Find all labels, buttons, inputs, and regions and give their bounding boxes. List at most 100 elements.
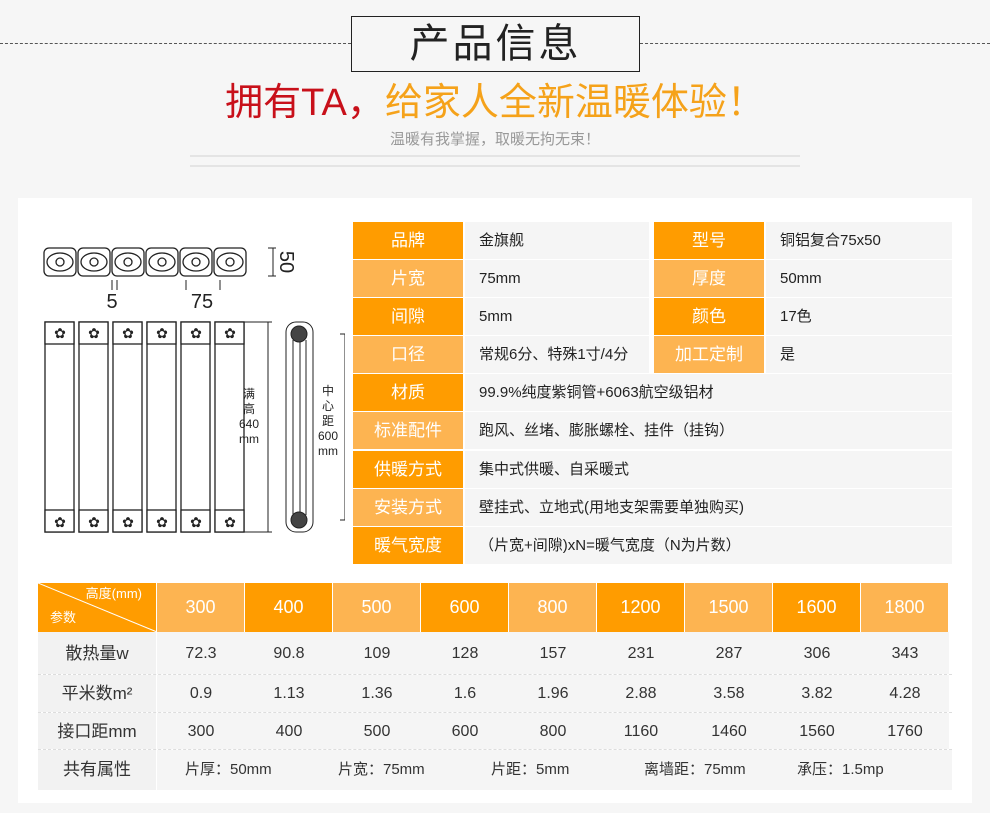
- full-height-label: mm: [239, 432, 259, 446]
- param-value: 3.58: [685, 675, 773, 712]
- height-header: 800: [509, 583, 597, 632]
- spec-label: 材质: [353, 374, 463, 412]
- spec-value: 17色: [766, 298, 952, 336]
- param-value: 1760: [861, 713, 949, 749]
- spec-label: 暖气宽度: [353, 526, 463, 564]
- height-header: 1800: [861, 583, 949, 632]
- param-value: 231: [597, 632, 685, 674]
- spec-label: 间隙: [353, 298, 463, 336]
- height-header: 500: [333, 583, 421, 632]
- flower-icon: ✿: [122, 514, 134, 530]
- params-header: 高度(mm) 参数 300 400 500 600 800 1200 1500 1600 1800: [38, 583, 952, 632]
- height-header: 300: [157, 583, 245, 632]
- slogan: 拥有TA，给家人全新温暖体验！: [0, 78, 990, 128]
- thickness-label: 50: [275, 251, 297, 273]
- center-distance-label: 心: [322, 399, 334, 413]
- spec-row: 品牌 金旗舰 型号 铜铝复合75x50: [353, 222, 952, 260]
- divider: [0, 43, 351, 44]
- common-attr: 离墙距：75mm: [644, 761, 746, 778]
- spec-label: 供暖方式: [353, 450, 463, 488]
- spec-value: 金旗舰: [465, 222, 649, 259]
- radiator-section: [214, 321, 245, 533]
- height-header: 400: [245, 583, 333, 632]
- param-value: 500: [333, 713, 421, 749]
- width-label: 75: [191, 291, 213, 313]
- center-distance-label: 中: [322, 383, 334, 398]
- spec-label: 安装方式: [353, 488, 463, 526]
- radiator-section: [180, 321, 211, 533]
- param-value: 3.82: [773, 675, 861, 712]
- flower-icon: ✿: [88, 325, 100, 341]
- spec-value: 壁挂式、立地式(用地支架需要单独购买): [465, 488, 952, 526]
- param-value: 343: [861, 632, 949, 674]
- spec-value: 99.9%纯度紫铜管+6063航空级铝材: [465, 374, 952, 412]
- spec-value: 75mm: [465, 260, 649, 298]
- slogan-red: 拥有TA，: [225, 82, 385, 124]
- radiator-section: [78, 321, 109, 533]
- section-title: 产品信息: [351, 16, 640, 72]
- decorative-text: [190, 165, 800, 167]
- spec-label: 片宽: [353, 260, 463, 298]
- height-header: 1500: [685, 583, 773, 632]
- full-height-label: 满: [243, 387, 255, 401]
- common-attr: 片宽：75mm: [338, 761, 425, 778]
- param-value: 4.28: [861, 675, 949, 712]
- param-value: 287: [685, 632, 773, 674]
- flower-icon: ✿: [88, 514, 100, 530]
- param-value: 1.13: [245, 675, 333, 712]
- radiator-section: [146, 321, 177, 533]
- params-table: 高度(mm) 参数 300 400 500 600 800 1200 1500 1600 1800 散…: [38, 583, 952, 790]
- corner-cell: 高度(mm) 参数: [38, 583, 157, 632]
- height-header: 600: [421, 583, 509, 632]
- spec-label: 标准配件: [353, 412, 463, 450]
- spec-label: 品牌: [353, 222, 463, 259]
- common-row: 共有属性 片厚：50mm 片宽：75mm 片距：5mm 离墙距：75mm 承压：1.5mp: [38, 750, 952, 790]
- spec-label: 加工定制: [654, 336, 764, 374]
- common-attr: 片厚：50mm: [185, 761, 272, 778]
- param-value: 306: [773, 632, 861, 674]
- subtitle: 温暖有我掌握，取暖无拘无束！: [389, 131, 600, 148]
- params-row: 散热量w 72.3 90.8 109 128 157 231 287 306 343: [38, 632, 952, 675]
- spec-label: 颜色: [654, 298, 764, 336]
- param-value: 1560: [773, 713, 861, 749]
- spec-row: 标准配件 跑风、丝堵、膨胀螺栓、挂件（挂钩）: [353, 412, 952, 450]
- gap-label: 5: [106, 291, 117, 313]
- param-value: 1160: [597, 713, 685, 749]
- flower-icon: ✿: [54, 514, 66, 530]
- param-value: 600: [421, 713, 509, 749]
- radiator-section: [112, 321, 143, 533]
- flower-icon: ✿: [224, 325, 236, 341]
- spec-table: 品牌 金旗舰 型号 铜铝复合75x50 片宽 75mm 厚度 50mm 间隙 5mm 颜色 17色 口径…: [353, 222, 952, 565]
- spec-row: 暖气宽度 （片宽+间隙)xN=暖气宽度（N为片数）: [353, 526, 952, 565]
- param-value: 109: [333, 632, 421, 674]
- full-height-label: 640: [239, 417, 259, 431]
- full-height-label: 高: [243, 401, 255, 416]
- spec-value: （片宽+间隙)xN=暖气宽度（N为片数）: [465, 526, 952, 564]
- center-distance-label: 距: [322, 414, 334, 428]
- param-value: 400: [245, 713, 333, 749]
- param-value: 1.36: [333, 675, 421, 712]
- spec-label: 厚度: [654, 260, 764, 298]
- param-label: 接口距mm: [38, 713, 157, 749]
- param-value: 300: [157, 713, 245, 749]
- param-value: 1.96: [509, 675, 597, 712]
- spec-value: 50mm: [766, 260, 952, 298]
- corner-top: 高度(mm): [85, 586, 142, 601]
- param-value: 128: [421, 632, 509, 674]
- flower-icon: ✿: [122, 325, 134, 341]
- spec-label: 型号: [654, 222, 764, 259]
- flower-icon: ✿: [190, 325, 202, 341]
- decorative-text: [190, 155, 800, 157]
- center-distance-label: 600: [318, 429, 338, 443]
- common-attr: 片距：5mm: [491, 761, 570, 778]
- spec-row: 片宽 75mm 厚度 50mm: [353, 260, 952, 298]
- spec-value: 集中式供暖、自采暖式: [465, 450, 952, 488]
- flower-icon: ✿: [190, 514, 202, 530]
- spec-row: 供暖方式 集中式供暖、自采暖式: [353, 450, 952, 489]
- flower-icon: ✿: [224, 514, 236, 530]
- common-attr: 承压：1.5mp: [797, 761, 884, 778]
- spec-value: 5mm: [465, 298, 649, 336]
- flower-icon: ✿: [156, 514, 168, 530]
- height-header: 1200: [597, 583, 685, 632]
- spec-row: 安装方式 壁挂式、立地式(用地支架需要单独购买): [353, 488, 952, 527]
